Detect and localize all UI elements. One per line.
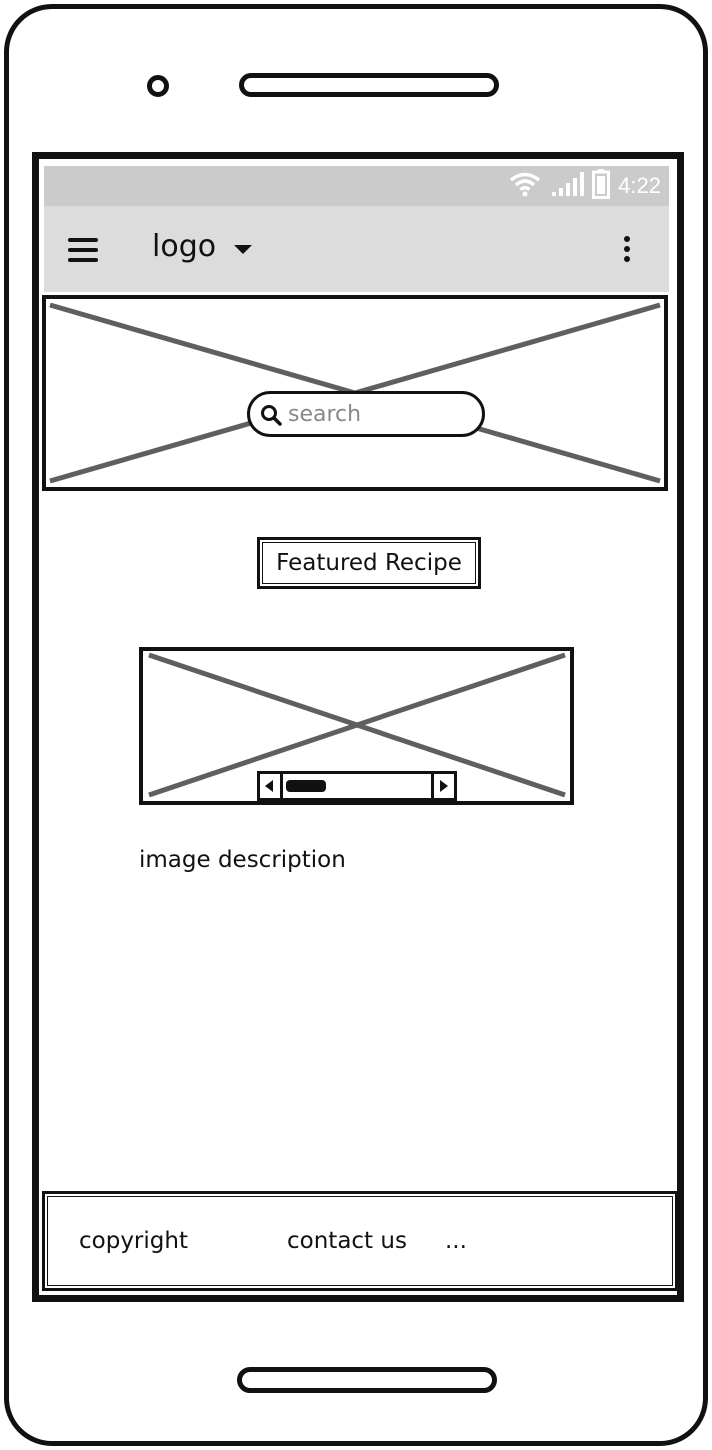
status-time: 4:22 (618, 173, 661, 198)
footer: copyright contact us ... (42, 1191, 677, 1291)
recipe-placeholder-cross (148, 652, 566, 798)
carousel-scrollbar[interactable] (257, 771, 457, 801)
scroll-left-arrow-icon[interactable] (260, 774, 283, 798)
home-button[interactable] (237, 1367, 497, 1393)
hamburger-menu-icon[interactable] (68, 238, 98, 262)
image-description: image description (139, 847, 346, 873)
top-speaker (239, 73, 499, 97)
search-box[interactable] (247, 391, 485, 437)
footer-contact-us-link[interactable]: contact us (287, 1228, 407, 1254)
footer-more-link[interactable]: ... (445, 1228, 467, 1254)
app-bar: logo (44, 206, 669, 292)
signal-icon (550, 171, 585, 201)
logo-label[interactable]: logo (152, 229, 217, 264)
status-bar: 4:22 (44, 166, 669, 206)
battery-icon (592, 169, 611, 203)
footer-copyright-link[interactable]: copyright (79, 1228, 188, 1254)
overflow-menu-icon[interactable] (622, 236, 632, 266)
scroll-right-arrow-icon[interactable] (431, 774, 454, 798)
recipe-image-carousel[interactable] (139, 647, 574, 805)
hero-image-placeholder (42, 295, 668, 491)
camera-icon (147, 75, 169, 97)
scroll-thumb[interactable] (286, 780, 326, 792)
chevron-down-icon[interactable] (234, 245, 252, 254)
featured-recipe-button[interactable]: Featured Recipe (257, 537, 481, 589)
wifi-icon (508, 171, 542, 201)
phone-screen: 4:22 logo Featured Recipe (32, 152, 684, 1302)
search-input[interactable] (288, 400, 468, 428)
